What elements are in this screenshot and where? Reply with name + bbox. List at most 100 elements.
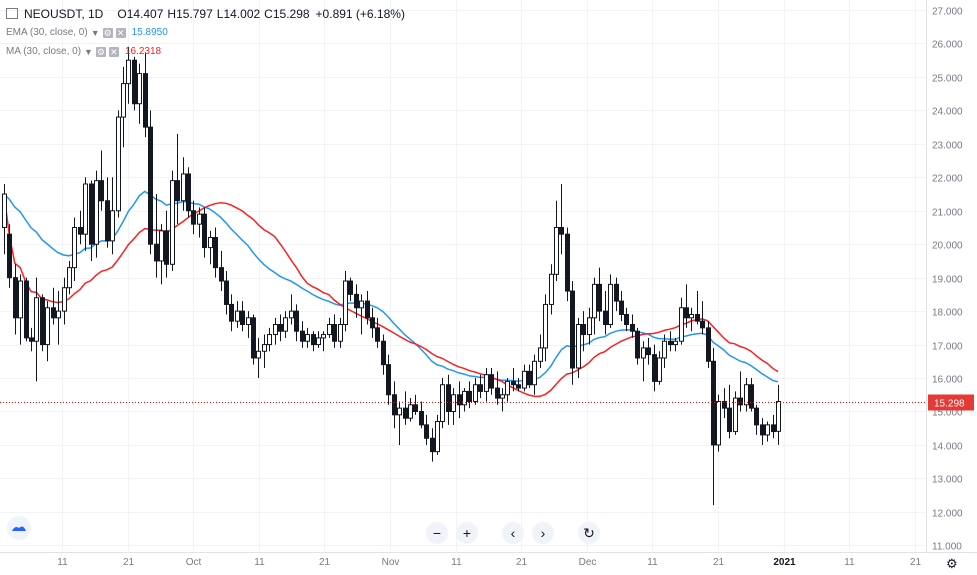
candle	[608, 274, 613, 328]
candle	[543, 294, 548, 362]
settings-gear-icon[interactable]: ⚙	[946, 556, 958, 571]
x-tick-label: 2021	[773, 557, 796, 568]
candle-body	[771, 424, 776, 433]
candle	[67, 260, 72, 295]
close-icon[interactable]: ✕	[108, 46, 119, 57]
candle	[587, 307, 592, 345]
chevron-down-icon[interactable]: ▼	[84, 46, 93, 57]
candle	[148, 110, 153, 255]
candle	[375, 317, 380, 348]
candle	[51, 287, 56, 325]
candle	[359, 294, 364, 335]
candle-body	[386, 364, 391, 396]
y-tick-label: 11.000	[932, 542, 962, 553]
collapse-icon[interactable]	[6, 8, 18, 19]
reset-chart-button[interactable]: ↻	[578, 522, 600, 544]
candle-body	[67, 267, 72, 289]
candle	[246, 311, 251, 338]
chevron-down-icon[interactable]: ▼	[90, 27, 100, 38]
y-tick-label: 22.000	[932, 174, 963, 185]
x-tick-label: Nov	[382, 557, 400, 568]
candle-body	[522, 370, 527, 389]
candle-body	[711, 360, 716, 446]
candle	[597, 267, 602, 322]
candle	[273, 317, 278, 345]
candle-body	[570, 290, 575, 369]
y-tick-label: 19.000	[932, 275, 963, 286]
candle	[603, 291, 608, 335]
candle-body	[489, 374, 494, 389]
candle-body	[484, 374, 489, 392]
candle-body	[695, 313, 700, 322]
candle-body	[267, 334, 272, 346]
tradingview-logo[interactable]	[7, 516, 31, 540]
candle-body	[191, 210, 196, 225]
ema-legend-row[interactable]: EMA (30, close, 0) ▼ ⚙ ✕ 15.8950	[6, 23, 405, 42]
x-tick-label: 11	[844, 557, 855, 568]
scroll-left-button[interactable]: ‹	[502, 522, 524, 544]
symbol-label[interactable]: NEOUSDT, 1D	[24, 6, 104, 21]
candle	[549, 264, 554, 315]
candle-body	[137, 73, 142, 105]
y-tick-label: 20.000	[932, 241, 963, 252]
candle-body	[673, 340, 678, 346]
zoom-out-button[interactable]: −	[426, 522, 448, 544]
zoom-in-button[interactable]: +	[456, 522, 478, 544]
candle-body	[451, 394, 456, 412]
candle	[689, 307, 694, 332]
candle-body	[332, 324, 337, 342]
candle-body	[559, 226, 564, 235]
settings-icon[interactable]: ⚙	[102, 27, 113, 38]
ema-label[interactable]: EMA (30, close, 0)	[6, 27, 88, 38]
candle	[527, 364, 532, 389]
reset-icon: ↻	[583, 525, 595, 541]
candle	[116, 110, 121, 218]
candle-body	[597, 283, 602, 312]
ma-label[interactable]: MA (30, close, 0)	[6, 46, 82, 57]
candle	[186, 167, 191, 218]
candle-body	[273, 324, 278, 336]
candle	[592, 277, 597, 335]
candle	[240, 301, 245, 332]
high-label: H	[167, 6, 177, 21]
candle	[565, 227, 570, 302]
candle	[83, 177, 88, 251]
candle-body	[370, 317, 375, 329]
candle	[208, 230, 213, 265]
candle-body	[78, 226, 83, 235]
candle	[495, 371, 500, 405]
x-tick-label: 11	[254, 557, 265, 568]
candle	[440, 378, 445, 429]
candle-body	[246, 317, 251, 326]
candle	[505, 378, 510, 402]
price-scale-bg	[926, 0, 977, 570]
candle	[679, 297, 684, 345]
candle-body	[478, 384, 483, 392]
candle	[137, 63, 142, 124]
grid-layer	[0, 0, 926, 552]
chart-navigation: − + ‹ › ↻	[426, 522, 600, 544]
candle	[733, 391, 738, 435]
candle	[635, 327, 640, 365]
candle-body	[262, 344, 267, 352]
candle	[765, 421, 770, 442]
candle-body	[549, 273, 554, 305]
candle-body	[733, 397, 738, 433]
ma-legend-row[interactable]: MA (30, close, 0) ▼ ⚙ ✕ 16.2318	[6, 42, 405, 61]
candle	[278, 314, 283, 342]
y-tick-label: 26.000	[932, 40, 963, 51]
last-price-label: 15.298	[934, 399, 965, 410]
candle	[381, 334, 386, 375]
scroll-right-button[interactable]: ›	[532, 522, 554, 544]
candle-body	[624, 313, 629, 326]
close-icon[interactable]: ✕	[115, 27, 126, 38]
candle-body	[148, 126, 153, 245]
settings-icon[interactable]: ⚙	[95, 46, 106, 57]
candle	[684, 284, 689, 328]
candle	[18, 274, 23, 345]
candle-body	[29, 337, 34, 342]
candle-body	[181, 173, 186, 202]
candle	[722, 388, 727, 419]
